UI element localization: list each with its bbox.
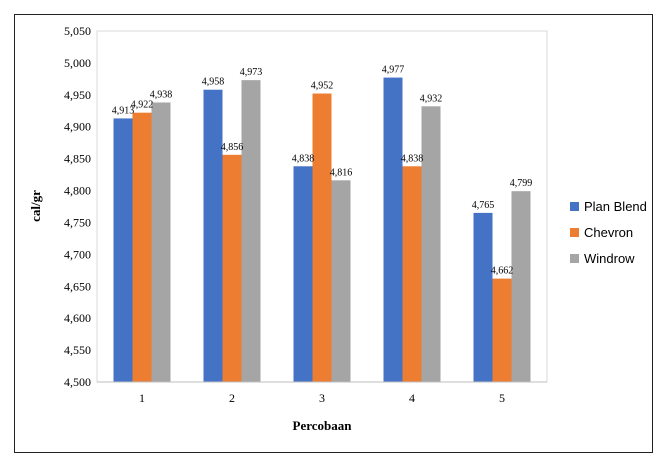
bar-plan-blend-4 [383,77,403,382]
legend-swatch-plan-blend [570,202,579,211]
bar-windrow-2 [241,80,261,382]
data-label-plan-blend-1: 4,913 [112,105,135,116]
legend-label-windrow: Windrow [584,251,635,266]
data-label-plan-blend-4: 4,977 [382,65,405,76]
chart-frame [14,14,653,453]
y-tick-label: 4,550 [64,343,91,357]
data-label-chevron-4: 4,838 [401,153,424,164]
bar-plan-blend-3 [293,166,313,382]
bar-plan-blend-1 [113,118,133,383]
x-axis-title: Percobaan [293,418,353,433]
data-label-windrow-3: 4,816 [330,167,353,178]
bar-windrow-3 [331,180,351,382]
y-tick-label: 4,600 [64,311,91,325]
data-label-chevron-2: 4,856 [221,142,244,153]
x-tick-label: 5 [499,391,505,405]
data-label-windrow-1: 4,938 [150,89,173,100]
bar-plan-blend-2 [203,89,223,383]
bar-windrow-1 [151,102,171,382]
legend-swatch-chevron [570,228,579,237]
bar-windrow-4 [421,106,441,382]
bar-chevron-5 [492,278,512,382]
x-tick-label: 1 [139,391,145,405]
y-tick-label: 4,900 [64,120,91,134]
y-tick-label: 5,050 [64,24,91,38]
bars-layer [113,77,531,383]
bar-windrow-5 [511,191,531,382]
y-tick-label: 4,800 [64,184,91,198]
data-label-plan-blend-2: 4,958 [202,77,225,88]
data-label-plan-blend-5: 4,765 [472,200,495,211]
bar-plan-blend-5 [473,212,493,382]
x-axis: 1 2 3 4 5 [139,391,505,405]
legend: Plan Blend Chevron Windrow [570,199,647,266]
data-label-windrow-5: 4,799 [510,178,533,189]
x-tick-label: 3 [319,391,325,405]
legend-swatch-windrow [570,254,579,263]
y-tick-label: 4,850 [64,152,91,166]
x-tick-label: 4 [409,391,415,405]
y-tick-label: 4,650 [64,279,91,293]
data-label-chevron-1: 4,922 [131,100,154,111]
bar-chevron-1 [132,112,152,382]
bar-chevron-3 [312,93,332,382]
legend-label-chevron: Chevron [584,225,633,240]
y-axis-title: cal/gr [28,190,43,222]
data-label-chevron-5: 4,662 [491,266,514,277]
bar-chevron-4 [402,166,422,382]
data-label-plan-blend-3: 4,838 [292,153,315,164]
legend-label-plan-blend: Plan Blend [584,199,647,214]
y-tick-label: 5,000 [64,56,91,70]
y-tick-label: 4,700 [64,247,91,261]
y-tick-label: 4,950 [64,88,91,102]
y-tick-label: 4,750 [64,215,91,229]
y-axis: 4,500 4,550 4,600 4,650 4,700 4,750 4,800 4,850… [64,24,91,389]
data-label-chevron-3: 4,952 [311,81,334,92]
x-tick-label: 2 [229,391,235,405]
y-tick-label: 4,500 [64,375,91,389]
data-label-windrow-2: 4,973 [240,67,263,78]
data-label-windrow-4: 4,932 [420,93,443,104]
bar-chevron-2 [222,154,242,382]
